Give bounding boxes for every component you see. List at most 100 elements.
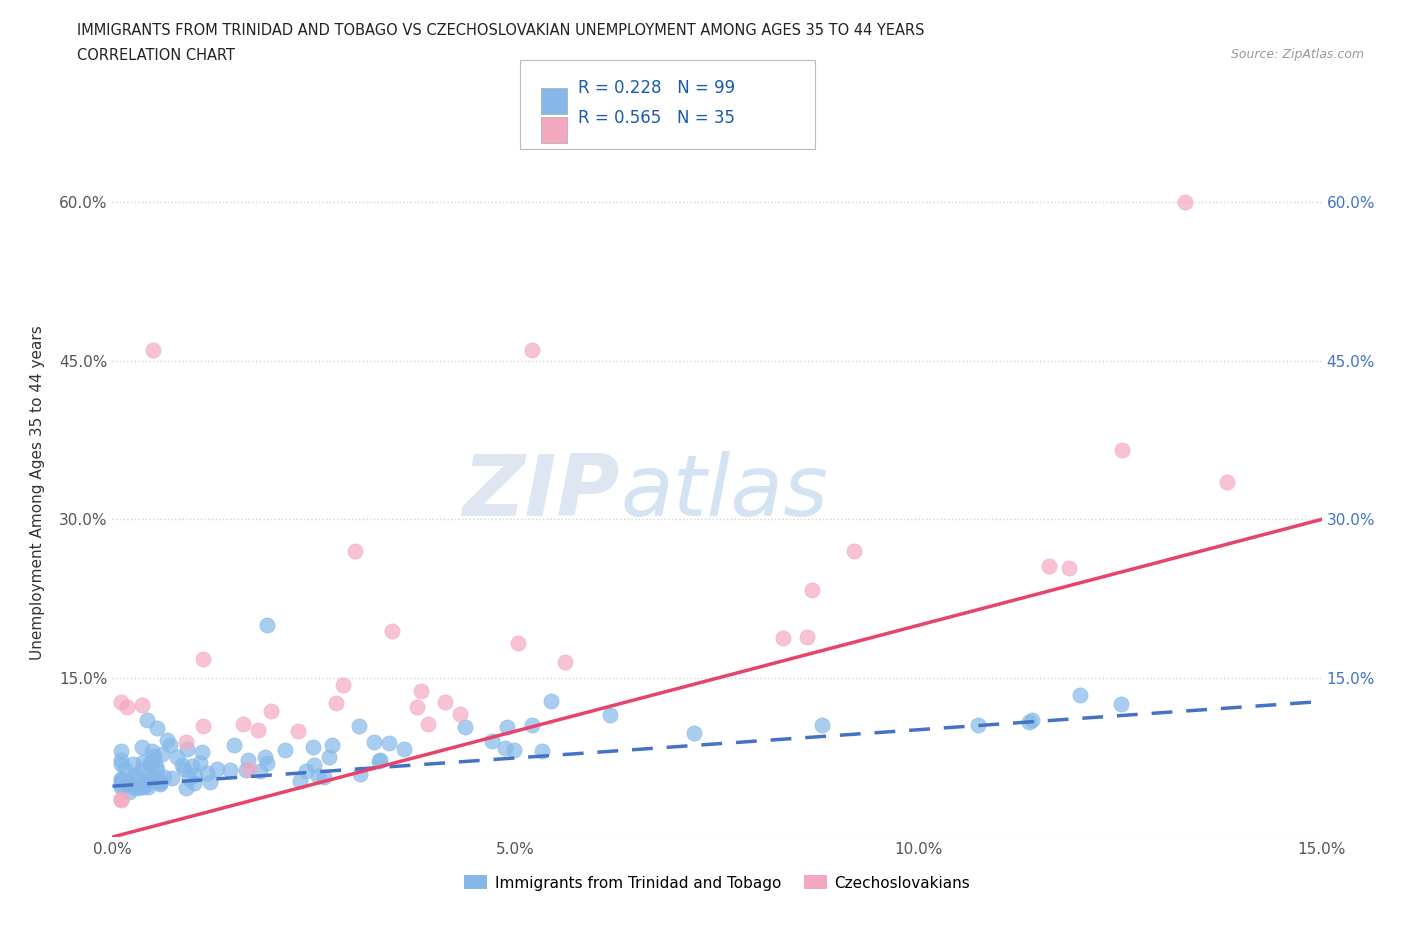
Text: R = 0.565   N = 35: R = 0.565 N = 35 [578,109,735,126]
Point [170,758,193,773]
Point [142,342,165,357]
Point [530,744,553,759]
Point [149,776,172,790]
Point [160,770,183,785]
Point [131,779,153,794]
Point [405,700,427,715]
Point [416,716,439,731]
Point [184,768,207,783]
Point [114,762,136,777]
Point [344,544,367,559]
Point [254,750,277,764]
Point [110,772,132,787]
Point [1057,560,1080,575]
Point [173,762,195,777]
Point [191,745,214,760]
Point [409,684,432,698]
Point [967,717,990,732]
Point [540,694,562,709]
Point [152,770,174,785]
Legend: Immigrants from Trinidad and Tobago, Czechoslovakians: Immigrants from Trinidad and Tobago, Cze… [457,868,977,898]
Point [183,775,205,790]
Point [149,777,172,791]
Point [122,779,145,794]
Point [118,785,141,800]
Point [124,767,146,782]
Point [129,779,152,794]
Point [110,792,132,807]
Point [131,739,153,754]
Point [117,777,139,791]
Point [224,737,246,752]
Point [136,713,159,728]
Point [1111,443,1133,458]
Point [449,707,471,722]
Point [141,772,163,787]
Point [131,698,153,712]
Point [110,695,132,710]
Point [349,766,371,781]
Point [110,777,132,791]
Point [260,703,283,718]
Text: atlas: atlas [620,451,828,535]
Point [256,618,278,632]
Point [232,716,254,731]
Point [159,737,181,752]
Text: IMMIGRANTS FROM TRINIDAD AND TOBAGO VS CZECHOSLOVAKIAN UNEMPLOYMENT AMONG AGES 3: IMMIGRANTS FROM TRINIDAD AND TOBAGO VS C… [77,23,925,38]
Point [302,739,325,754]
Point [494,741,516,756]
Text: R = 0.228   N = 99: R = 0.228 N = 99 [578,79,735,98]
Point [506,635,529,650]
Point [125,780,148,795]
Point [363,734,385,749]
Point [118,776,141,790]
Point [181,758,204,773]
Point [312,769,335,784]
Point [166,750,188,764]
Point [796,630,818,644]
Point [503,743,526,758]
Point [295,764,318,778]
Point [842,544,865,559]
Point [110,743,132,758]
Point [115,700,138,715]
Point [111,773,134,788]
Point [599,707,621,722]
Point [149,773,172,788]
Point [142,772,165,787]
Point [481,734,503,749]
Point [218,763,240,777]
Point [141,744,163,759]
Point [150,747,173,762]
Point [138,755,160,770]
Point [145,758,167,773]
Point [176,742,198,757]
Point [811,718,834,733]
Text: CORRELATION CHART: CORRELATION CHART [77,48,235,63]
Point [110,792,132,807]
Point [522,718,544,733]
Point [156,733,179,748]
Point [1021,712,1043,727]
Point [347,719,370,734]
Point [146,721,169,736]
Point [238,762,260,777]
Point [195,765,218,780]
Point [454,720,477,735]
Point [381,624,404,639]
Point [136,779,159,794]
Point [287,724,309,738]
Point [495,720,517,735]
Point [332,678,354,693]
Point [125,769,148,784]
Point [247,723,270,737]
Point [110,752,132,767]
Point [141,756,163,771]
Point [800,583,823,598]
Point [368,752,391,767]
Point [318,750,340,764]
Point [367,753,389,768]
Point [110,779,132,794]
Point [188,755,211,770]
Point [110,757,132,772]
